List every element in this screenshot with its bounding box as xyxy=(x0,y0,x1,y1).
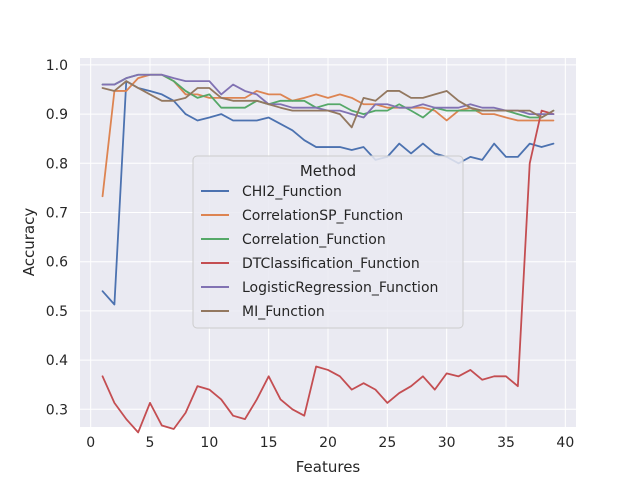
y-tick-label: 1.0 xyxy=(46,58,68,74)
legend-box xyxy=(192,155,464,329)
y-tick-label: 0.4 xyxy=(46,353,68,369)
y-tick-label: 0.9 xyxy=(46,107,68,123)
x-tick-label: 25 xyxy=(378,435,396,451)
x-tick-label: 30 xyxy=(438,435,456,451)
legend-label: MI_Function xyxy=(242,304,325,320)
legend: Method CHI2_Function CorrelationSP_Functi… xyxy=(192,155,464,329)
legend-items: CHI2_Function CorrelationSP_Function Corre… xyxy=(201,184,438,320)
legend-item-logisticregression-function: LogisticRegression_Function xyxy=(201,280,438,296)
x-axis-label: Features xyxy=(296,458,361,476)
legend-item-mi-function: MI_Function xyxy=(201,304,325,320)
x-tick-label: 35 xyxy=(497,435,515,451)
legend-label: LogisticRegression_Function xyxy=(242,280,438,296)
x-axis-ticks: 0 5 10 15 20 25 30 35 40 xyxy=(86,435,574,451)
y-tick-label: 0.7 xyxy=(46,205,68,221)
legend-item-dtclassification-function: DTClassification_Function xyxy=(201,256,420,272)
legend-label: DTClassification_Function xyxy=(242,256,420,272)
series-layer xyxy=(101,73,555,434)
series-line-chi2-function xyxy=(101,80,555,306)
x-tick-label: 20 xyxy=(319,435,337,451)
y-axis-ticks: 0.3 0.4 0.5 0.6 0.7 0.8 0.9 1.0 xyxy=(46,58,68,418)
series-line-dtclassification-function xyxy=(101,109,555,434)
y-tick-label: 0.5 xyxy=(46,304,68,320)
legend-title: Method xyxy=(300,162,356,180)
x-tick-label: 15 xyxy=(260,435,278,451)
series-line-correlation-function xyxy=(101,73,555,119)
legend-label: CorrelationSP_Function xyxy=(242,208,403,224)
y-tick-label: 0.6 xyxy=(46,255,68,271)
legend-item-correlationsp-function: CorrelationSP_Function xyxy=(201,208,403,224)
legend-item-correlation-function: Correlation_Function xyxy=(201,232,386,248)
legend-label: CHI2_Function xyxy=(242,184,342,200)
x-tick-label: 5 xyxy=(146,435,155,451)
x-tick-label: 10 xyxy=(200,435,218,451)
x-tick-label: 40 xyxy=(556,435,574,451)
y-tick-label: 0.3 xyxy=(46,402,68,418)
y-axis-label: Accuracy xyxy=(20,208,38,277)
series-line-mi-function xyxy=(101,80,555,129)
legend-label: Correlation_Function xyxy=(242,232,386,248)
y-tick-label: 0.8 xyxy=(46,156,68,172)
x-tick-label: 0 xyxy=(86,435,95,451)
legend-item-chi2-function: CHI2_Function xyxy=(201,184,342,200)
